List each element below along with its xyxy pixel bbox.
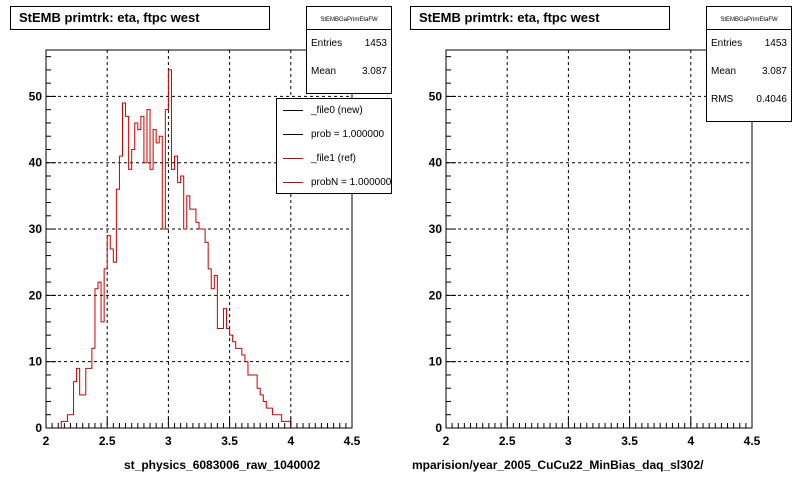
panel1-stats-box: StEMBGaPrimEtaFW Entries 1453 Mean 3.087 <box>306 6 392 94</box>
panel2-stats-rms: RMS 0.4046 <box>707 86 791 114</box>
x-tick-label: 2 <box>43 434 50 448</box>
stats-value: 0.4046 <box>756 94 787 105</box>
x-tick-label: 2.5 <box>99 434 116 448</box>
y-tick-label: 0 <box>35 421 42 435</box>
stats-value: 1453 <box>364 38 387 49</box>
x-tick-label: 4 <box>287 434 294 448</box>
x-tick-label: 4.5 <box>344 434 361 448</box>
stats-value: 1453 <box>764 38 787 49</box>
legend-line-swatch <box>283 110 303 111</box>
stats-label: Mean <box>311 66 337 77</box>
panel2-title-text: StEMB primtrk: eta, ftpc west <box>419 10 600 25</box>
x-tick-label: 2 <box>443 434 450 448</box>
stats-label: Entries <box>711 38 743 49</box>
y-tick-label: 10 <box>29 355 43 369</box>
y-tick-label: 50 <box>29 89 43 103</box>
x-tick-label: 3.5 <box>221 434 238 448</box>
panel2-stats-entries: Entries 1453 <box>707 30 791 58</box>
legend-box: _file0 (new) prob = 1.000000 _file1 (ref… <box>276 98 392 194</box>
y-tick-label: 30 <box>29 222 43 236</box>
x-tick-label: 4.5 <box>744 434 761 448</box>
legend-line-swatch <box>283 134 303 135</box>
stats-value: 3.087 <box>361 66 387 77</box>
histogram-series-line <box>60 69 294 429</box>
stats-label: RMS <box>711 94 734 105</box>
x-tick-label: 3.5 <box>621 434 638 448</box>
legend-label: probN = 1.000000 <box>311 177 392 188</box>
panel2-x-caption: mparision/year_2005_CuCu22_MinBias_daq_s… <box>412 458 704 472</box>
panel2-title: StEMB primtrk: eta, ftpc west <box>410 6 670 30</box>
y-tick-label: 20 <box>29 288 43 302</box>
legend-entry: _file1 (ref) <box>277 147 391 171</box>
legend-line-swatch <box>283 182 303 183</box>
legend-label: _file0 (new) <box>311 105 363 116</box>
legend-entry: prob = 1.000000 <box>277 123 391 147</box>
panel1-stats-title: StEMBGaPrimEtaFW <box>307 7 391 30</box>
x-tick-label: 2.5 <box>499 434 516 448</box>
legend-entry: probN = 1.000000 <box>277 171 391 195</box>
panel1-title-text: StEMB primtrk: eta, ftpc west <box>19 10 200 25</box>
panel1-x-caption: st_physics_6083006_raw_1040002 <box>124 458 321 472</box>
x-tick-label: 4 <box>687 434 694 448</box>
stats-label: Mean <box>711 66 737 77</box>
panel2-stats-title: StEMBGaPrimEtaFW <box>707 7 791 30</box>
y-tick-label: 30 <box>429 222 443 236</box>
panel1-title: StEMB primtrk: eta, ftpc west <box>10 6 270 30</box>
y-tick-label: 40 <box>429 156 443 170</box>
x-tick-label: 3 <box>565 434 572 448</box>
stats-label: Entries <box>311 38 343 49</box>
y-tick-label: 10 <box>429 355 443 369</box>
y-tick-label: 40 <box>29 156 43 170</box>
panel2-stats-box: StEMBGaPrimEtaFW Entries 1453 Mean 3.087… <box>706 6 792 122</box>
stats-value: 3.087 <box>761 66 787 77</box>
legend-line-swatch <box>283 158 303 159</box>
legend-label: _file1 (ref) <box>311 153 357 164</box>
x-tick-label: 3 <box>165 434 172 448</box>
legend-label: prob = 1.000000 <box>311 129 385 140</box>
y-tick-label: 0 <box>435 421 442 435</box>
panel1-stats-mean: Mean 3.087 <box>307 58 391 86</box>
y-tick-label: 20 <box>429 288 443 302</box>
panel2-stats-mean: Mean 3.087 <box>707 58 791 86</box>
y-tick-label: 50 <box>429 89 443 103</box>
panel1-stats-entries: Entries 1453 <box>307 30 391 58</box>
legend-entry: _file0 (new) <box>277 99 391 123</box>
